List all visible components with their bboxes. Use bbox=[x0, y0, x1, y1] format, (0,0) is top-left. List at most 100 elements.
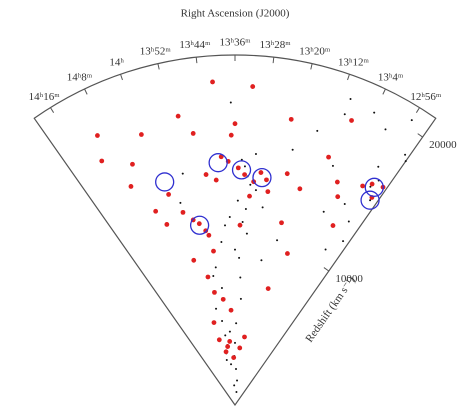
galaxy-dot bbox=[181, 172, 184, 175]
galaxy-red bbox=[231, 355, 237, 360]
galaxy-dot bbox=[233, 384, 236, 387]
galaxy-dot bbox=[404, 160, 407, 163]
x-tick-label: 13ʰ36ᵐ bbox=[220, 37, 252, 49]
galaxy-red bbox=[228, 307, 234, 313]
group-ring bbox=[189, 215, 210, 235]
galaxy-red bbox=[212, 289, 217, 295]
galaxy-red bbox=[196, 221, 202, 227]
x-tick-label: 14ʰ8ᵐ bbox=[67, 72, 93, 84]
galaxy-red bbox=[242, 172, 248, 177]
x-tick bbox=[157, 63, 160, 70]
galaxy-dot bbox=[369, 199, 372, 202]
x-tick-label: 13ʰ20ᵐ bbox=[299, 45, 331, 57]
galaxy-red bbox=[175, 113, 181, 119]
y-tick bbox=[417, 133, 423, 138]
galaxy-dot bbox=[373, 111, 376, 114]
galaxy-red bbox=[250, 84, 256, 89]
galaxy-dot bbox=[343, 113, 346, 116]
galaxy-red bbox=[232, 121, 238, 127]
galaxy-dot bbox=[235, 390, 238, 393]
galaxy-red bbox=[326, 154, 331, 160]
galaxy-red bbox=[237, 345, 243, 351]
galaxy-dot bbox=[244, 208, 247, 211]
galaxy-dot bbox=[214, 266, 217, 269]
galaxy-dot bbox=[239, 276, 242, 279]
galaxy-red bbox=[285, 251, 290, 256]
galaxy-dot bbox=[260, 259, 263, 262]
galaxy-red bbox=[334, 179, 340, 185]
galaxy-red bbox=[242, 334, 247, 340]
galaxy-dot bbox=[221, 319, 224, 322]
galaxy-red bbox=[228, 132, 234, 138]
galaxy-dot bbox=[243, 165, 246, 168]
y-tick-label: 20000 bbox=[429, 139, 457, 151]
galaxy-red bbox=[190, 131, 196, 136]
x-tick bbox=[84, 88, 88, 95]
galaxy-red bbox=[360, 183, 366, 189]
galaxy-dot bbox=[220, 241, 223, 244]
galaxy-dot bbox=[254, 189, 257, 192]
galaxy-red bbox=[279, 220, 284, 226]
group-ring bbox=[252, 167, 272, 188]
x-tick-label: 13ʰ52ᵐ bbox=[140, 45, 172, 57]
galaxy-dot bbox=[229, 101, 232, 104]
galaxy-red bbox=[330, 223, 336, 228]
x-tick-label: 13ʰ44ᵐ bbox=[179, 39, 211, 51]
galaxy-red bbox=[180, 209, 186, 215]
galaxy-red bbox=[220, 296, 226, 302]
x-tick bbox=[120, 74, 123, 81]
group-ring bbox=[360, 190, 380, 210]
galaxy-dot bbox=[228, 330, 231, 333]
galaxy-dot bbox=[349, 97, 352, 100]
x-tick-label: 13ʰ12ᵐ bbox=[338, 56, 370, 68]
x-tick bbox=[347, 74, 350, 81]
galaxy-red bbox=[205, 274, 211, 280]
galaxy-red bbox=[218, 154, 224, 160]
galaxy-red bbox=[211, 320, 217, 325]
galaxy-dot bbox=[342, 240, 345, 243]
galaxy-dot bbox=[404, 153, 407, 156]
group-ring bbox=[155, 172, 175, 192]
galaxy-red bbox=[258, 170, 264, 175]
galaxy-dot bbox=[249, 183, 252, 186]
galaxy-red bbox=[288, 116, 294, 122]
galaxy-red bbox=[191, 257, 197, 263]
galaxy-dot bbox=[234, 248, 236, 251]
galaxy-dot bbox=[343, 203, 346, 206]
x-tick-label: 12ʰ56ᵐ bbox=[410, 91, 442, 103]
group-ring bbox=[231, 160, 252, 180]
galaxy-red bbox=[95, 133, 100, 138]
galaxy-red bbox=[166, 192, 172, 197]
wedge-outline bbox=[33, 54, 437, 407]
galaxy-dot bbox=[410, 119, 413, 122]
x-tick bbox=[382, 88, 386, 95]
galaxy-red bbox=[335, 194, 341, 200]
galaxy-dot bbox=[276, 239, 279, 242]
galaxy-red bbox=[225, 344, 231, 349]
galaxy-red bbox=[349, 118, 354, 123]
galaxy-dot bbox=[212, 274, 215, 277]
galaxy-red bbox=[213, 177, 219, 183]
galaxy-dot bbox=[238, 256, 241, 259]
galaxy-dot bbox=[179, 201, 182, 204]
galaxy-dot bbox=[316, 129, 319, 132]
galaxy-dot bbox=[220, 286, 223, 289]
galaxy-dot bbox=[324, 248, 327, 251]
galaxy-red bbox=[210, 79, 215, 85]
galaxy-dot bbox=[225, 358, 228, 361]
galaxy-dot bbox=[224, 334, 227, 337]
galaxy-red bbox=[369, 181, 375, 187]
galaxy-red bbox=[235, 165, 241, 171]
galaxy-red bbox=[203, 172, 209, 177]
galaxy-dot bbox=[377, 165, 380, 168]
galaxy-red bbox=[284, 171, 290, 177]
galaxy-dot bbox=[234, 368, 237, 371]
galaxy-dot bbox=[291, 148, 294, 151]
galaxy-dot bbox=[234, 341, 236, 344]
group-ring bbox=[208, 153, 228, 173]
galaxy-red bbox=[264, 177, 269, 183]
galaxy-dot bbox=[322, 210, 325, 213]
galaxy-red bbox=[216, 337, 222, 343]
galaxy-red bbox=[227, 339, 233, 344]
galaxy-dot bbox=[245, 232, 248, 235]
